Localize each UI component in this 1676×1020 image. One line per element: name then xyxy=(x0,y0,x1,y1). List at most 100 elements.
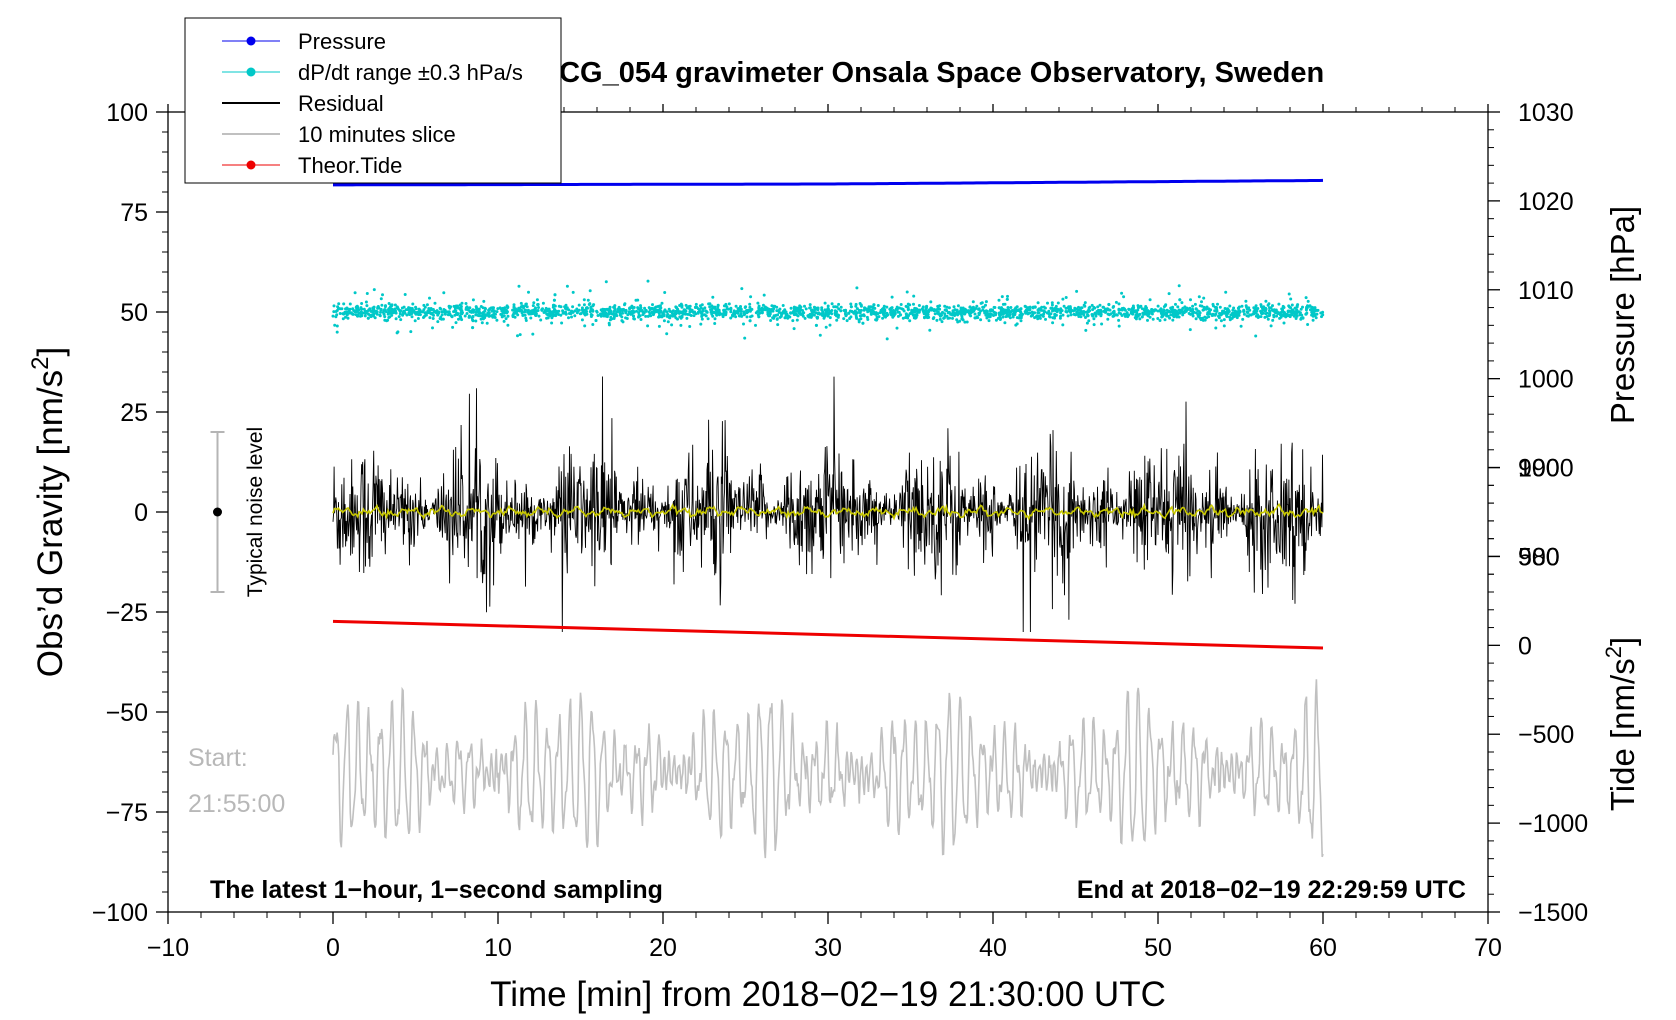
dpdt-point xyxy=(1131,307,1135,311)
dpdt-point xyxy=(917,304,921,307)
dpdt-point xyxy=(814,323,818,327)
dpdt-point xyxy=(774,313,778,317)
dpdt-point xyxy=(1059,311,1063,315)
dpdt-point xyxy=(1271,308,1275,312)
dpdt-point xyxy=(1006,294,1009,298)
dpdt-point xyxy=(480,314,483,318)
dpdt-point xyxy=(812,305,816,309)
dpdt-point xyxy=(628,306,632,310)
dpdt-point xyxy=(693,310,697,314)
dpdt-point xyxy=(933,308,937,312)
dpdt-point xyxy=(1092,317,1096,321)
dpdt-point xyxy=(393,303,397,307)
dpdt-point xyxy=(1230,316,1234,320)
dpdt-point xyxy=(1094,312,1098,316)
dpdt-point xyxy=(978,311,982,315)
dpdt-point xyxy=(1264,299,1268,303)
dpdt-point xyxy=(405,313,409,317)
dpdt-point xyxy=(760,306,764,310)
dpdt-point xyxy=(979,318,983,322)
dpdt-point xyxy=(1087,319,1091,323)
dpdt-point xyxy=(869,312,873,316)
dpdt-point xyxy=(646,324,650,328)
dpdt-point xyxy=(433,301,437,305)
dpdt-point xyxy=(1142,312,1146,316)
dpdt-point xyxy=(917,310,920,314)
dpdt-point xyxy=(436,320,440,324)
tide-tick-label: 1000 xyxy=(1518,455,1574,483)
dpdt-point xyxy=(457,317,460,321)
dpdt-point xyxy=(1177,315,1181,319)
axes: −10 0 10 20 30 40 50 60 701007550250−25−50−75−10… xyxy=(92,99,1589,962)
dpdt-point xyxy=(1197,310,1201,314)
dpdt-point xyxy=(338,312,342,315)
dpdt-point xyxy=(1266,317,1270,321)
dpdt-point xyxy=(511,308,515,312)
legend-swatch-marker xyxy=(246,160,256,170)
dpdt-point xyxy=(983,310,987,313)
dpdt-point xyxy=(694,302,698,306)
dpdt-point xyxy=(1204,307,1208,311)
dpdt-point xyxy=(936,304,940,308)
dpdt-point xyxy=(812,313,816,317)
dpdt-point xyxy=(460,318,464,322)
dpdt-point xyxy=(1311,318,1315,322)
dpdt-point xyxy=(904,316,908,319)
dpdt-point xyxy=(1033,316,1037,320)
dpdt-point xyxy=(859,303,863,307)
dpdt-point xyxy=(1245,310,1249,314)
dpdt-point xyxy=(388,311,392,315)
tide-tick-label: −500 xyxy=(1518,721,1574,749)
dpdt-point xyxy=(1165,308,1169,312)
dpdt-point xyxy=(835,318,839,322)
dpdt-point xyxy=(348,307,352,311)
dpdt-point xyxy=(463,314,467,318)
dpdt-point xyxy=(438,306,442,310)
dpdt-point xyxy=(721,315,725,319)
dpdt-point xyxy=(844,310,848,314)
dpdt-point xyxy=(570,309,574,313)
dpdt-point xyxy=(1123,314,1127,318)
dpdt-point xyxy=(699,322,703,326)
legend-swatch-marker xyxy=(246,67,256,77)
dpdt-point xyxy=(1269,306,1273,310)
dpdt-point xyxy=(506,314,510,318)
dpdt-point xyxy=(422,308,426,312)
dpdt-point xyxy=(690,308,694,312)
dpdt-point xyxy=(489,306,493,310)
pressure-tick-label: 1010 xyxy=(1518,277,1574,305)
tide-series xyxy=(332,619,1324,650)
dpdt-point xyxy=(512,303,516,307)
dpdt-point xyxy=(1194,307,1198,311)
dpdt-point xyxy=(884,315,887,319)
dpdt-point xyxy=(997,306,1001,310)
dpdt-point xyxy=(930,308,934,312)
dpdt-point xyxy=(1233,314,1237,318)
dpdt-point xyxy=(955,310,959,314)
dpdt-point xyxy=(1158,319,1162,322)
dpdt-point xyxy=(653,307,657,311)
dpdt-point xyxy=(331,314,335,318)
dpdt-point xyxy=(946,316,950,320)
dpdt-point xyxy=(901,316,905,320)
dpdt-point xyxy=(482,299,486,303)
dpdt-point xyxy=(638,314,642,318)
dpdt-point xyxy=(1056,301,1060,305)
dpdt-point xyxy=(524,304,528,308)
dpdt-point xyxy=(1191,304,1195,308)
dpdt-point xyxy=(1206,311,1210,315)
dpdt-point xyxy=(521,304,525,308)
dpdt-point xyxy=(987,319,991,323)
dpdt-point xyxy=(1083,301,1087,305)
dpdt-point xyxy=(485,313,489,317)
dpdt-point xyxy=(1169,307,1173,311)
dpdt-point xyxy=(406,308,410,312)
dpdt-series xyxy=(331,279,1325,341)
y-axis-label-gravity: Obs’d Gravity [nm/s2] xyxy=(27,347,70,677)
dpdt-point xyxy=(657,324,661,328)
dpdt-point xyxy=(503,306,507,310)
dpdt-point xyxy=(517,284,521,288)
dpdt-point xyxy=(511,315,515,319)
dpdt-point xyxy=(500,309,504,313)
dpdt-point xyxy=(945,305,949,309)
